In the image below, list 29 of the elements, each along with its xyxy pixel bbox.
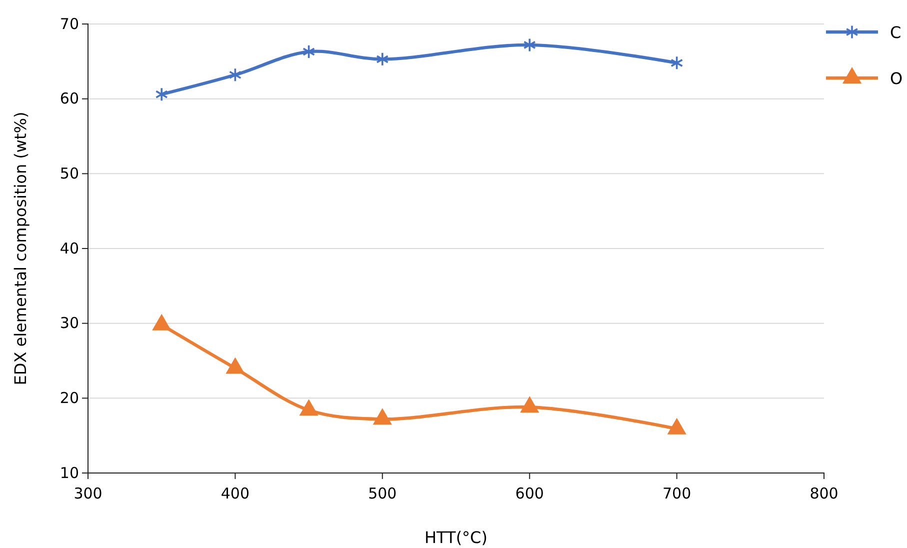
y-tick-label: 70 xyxy=(60,14,79,33)
y-tick-label: 20 xyxy=(60,388,79,407)
point xyxy=(228,68,242,82)
y-axis-title: EDX elemental composition (wt%) xyxy=(11,112,30,386)
y-tick-label: 50 xyxy=(60,164,79,182)
x-tick-label: 700 xyxy=(662,484,692,502)
x-tick-label: 600 xyxy=(515,484,544,502)
y-tick-label: 40 xyxy=(60,239,79,258)
point xyxy=(226,358,244,374)
x-tick-label: 800 xyxy=(810,484,838,502)
x-tick-label: 300 xyxy=(74,484,102,502)
point xyxy=(523,38,536,52)
y-tick-label: 10 xyxy=(60,464,79,482)
y-tick-label: 30 xyxy=(60,314,79,332)
point xyxy=(668,418,686,434)
point xyxy=(376,52,389,66)
legend-label: O xyxy=(890,69,903,88)
point xyxy=(520,396,539,413)
point xyxy=(373,408,392,425)
point xyxy=(152,314,171,330)
x-tick-label: 500 xyxy=(368,484,397,502)
point xyxy=(670,56,684,70)
point xyxy=(302,44,316,59)
legend-label: C xyxy=(890,23,902,42)
point xyxy=(300,400,318,416)
x-axis-title: HTT(°C) xyxy=(424,528,488,547)
point xyxy=(155,87,168,102)
x-tick-label: 400 xyxy=(220,484,250,502)
y-tick-label: 60 xyxy=(60,90,79,108)
